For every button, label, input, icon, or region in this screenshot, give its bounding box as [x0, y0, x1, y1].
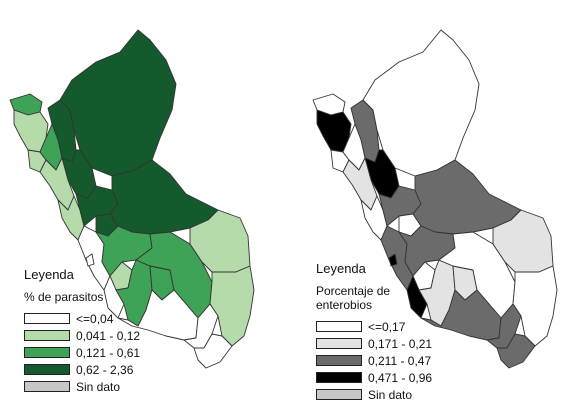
region-tacna	[496, 333, 536, 369]
legend-parasitos: Leyenda % de parasitos <=0,04 0,041 - 0,…	[24, 268, 140, 395]
region-loreto	[59, 29, 177, 177]
region-callao	[85, 253, 95, 267]
legend-item: 0,471 - 0,96	[316, 369, 432, 386]
legend-item: 0,121 - 0,61	[24, 344, 140, 361]
region-la-libertad	[342, 157, 378, 211]
legend-swatch	[24, 364, 70, 375]
legend-swatch	[24, 330, 70, 341]
legend-enterobios: Leyenda Porcentaje de enterobios <=0,17 …	[316, 262, 432, 403]
legend-item: 0,041 - 0,12	[24, 327, 140, 344]
legend-label: 0,471 - 0,96	[368, 370, 433, 385]
legend-swatch	[24, 313, 70, 324]
region-la-libertad	[39, 157, 75, 211]
legend-label: 0,171 - 0,21	[368, 336, 433, 351]
region-tacna	[193, 333, 233, 369]
region-puno	[512, 265, 558, 347]
legend-subtitle: Porcentaje de enterobios	[316, 284, 391, 312]
region-loreto	[362, 29, 480, 177]
region-puno	[209, 265, 255, 347]
legend-swatch	[316, 389, 362, 400]
legend-swatch	[24, 347, 70, 358]
map-enterobios	[312, 29, 558, 369]
legend-swatch	[316, 372, 362, 383]
legend-item: Sin dato	[316, 386, 432, 403]
legend-label: 0,211 - 0,47	[368, 353, 432, 368]
legend-swatch	[316, 321, 362, 332]
legend-item: Sin dato	[24, 378, 140, 395]
region-san-martin	[61, 149, 97, 199]
legend-label: <=0,04	[76, 311, 114, 326]
region-san-martin	[364, 149, 400, 199]
legend-swatch	[316, 338, 362, 349]
legend-item: <=0,17	[316, 318, 432, 335]
legend-label: 0,62 - 2,36	[76, 362, 134, 377]
region-callao	[388, 253, 398, 267]
legend-label: Sin dato	[368, 387, 413, 402]
legend-label: <=0,17	[368, 319, 406, 334]
legend-label: 0,121 - 0,61	[76, 345, 141, 360]
legend-label: Sin dato	[76, 379, 121, 394]
map-parasitos	[9, 29, 255, 369]
legend-item: <=0,04	[24, 310, 140, 327]
legend-subtitle: % de parasitos	[24, 290, 104, 304]
legend-item: 0,211 - 0,47	[316, 352, 432, 369]
legend-title: Leyenda	[24, 267, 74, 282]
legend-label: 0,041 - 0,12	[76, 328, 141, 343]
region-arequipa	[420, 289, 502, 341]
region-arequipa	[117, 289, 199, 341]
legend-swatch	[24, 381, 70, 392]
legend-swatch	[316, 355, 362, 366]
legend-item: 0,171 - 0,21	[316, 335, 432, 352]
legend-title: Leyenda	[316, 261, 366, 276]
legend-item: 0,62 - 2,36	[24, 361, 140, 378]
